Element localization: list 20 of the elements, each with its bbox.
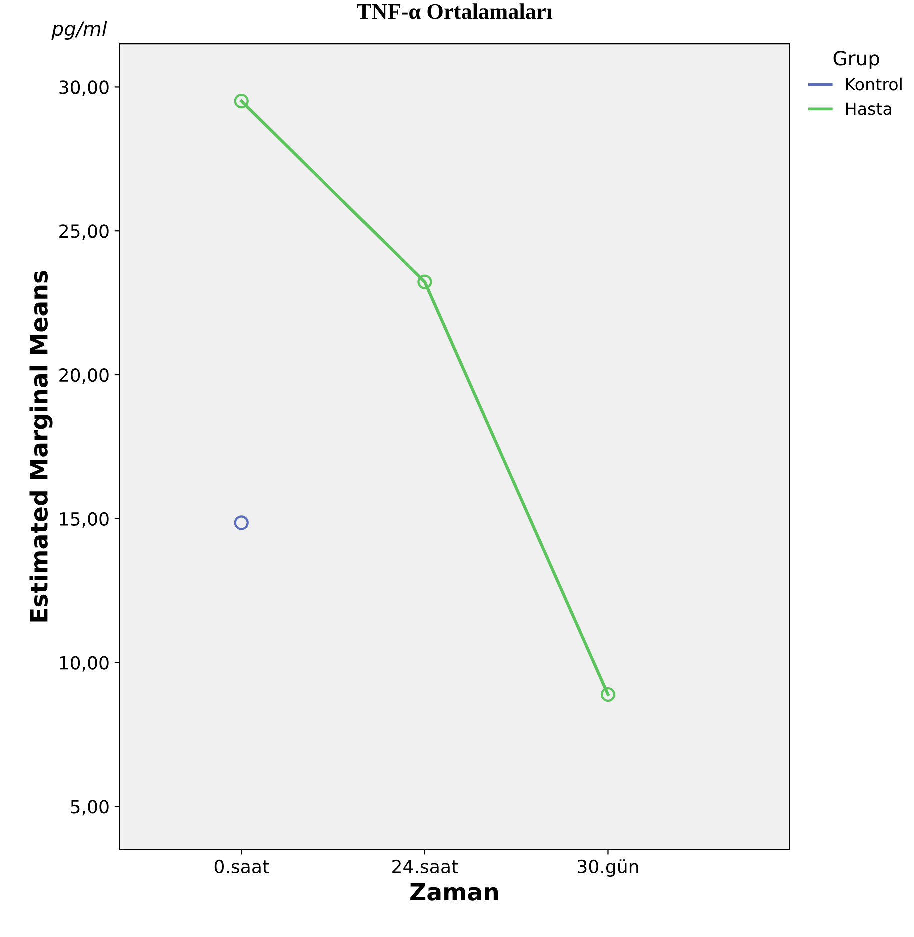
x-tick-label: 30.gün	[578, 860, 638, 878]
text: pg/ml	[52, 21, 108, 40]
point	[418, 274, 432, 290]
chart-title: TNF-α Ortalamaları	[357, 4, 552, 20]
y-tick-label: 5,00	[71, 800, 109, 816]
point	[234, 516, 249, 530]
y-tick-label: 15,00	[60, 512, 109, 528]
y-tick-label: 20,00	[60, 368, 109, 384]
legend-label: Hasta	[846, 102, 892, 116]
y-tick-label: 25,00	[60, 224, 109, 240]
point	[600, 687, 616, 702]
x-tick-label: 0.saat	[214, 860, 270, 874]
point	[234, 94, 249, 109]
y-tick-label: 30,00	[60, 80, 109, 96]
legend-label: Kontrol	[846, 78, 902, 91]
legend-title: Grup	[834, 51, 880, 70]
x-tick-label: 24.saat	[392, 860, 458, 874]
y-tick-label: 10,00	[60, 656, 109, 672]
x-axis-title: Zaman	[410, 883, 498, 901]
y-axis-title: Estimated Marginal Means	[30, 271, 53, 622]
